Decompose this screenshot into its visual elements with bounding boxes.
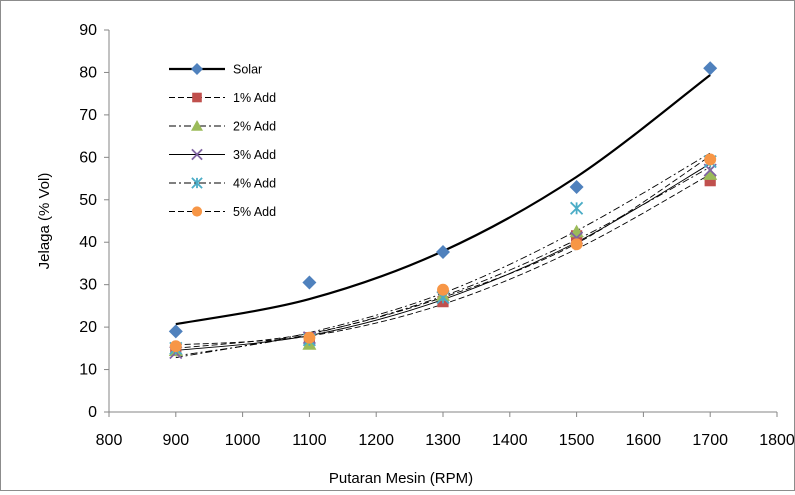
y-tick-label: 30 (79, 277, 97, 294)
data-point-0 (569, 180, 584, 195)
x-tick-label: 1800 (759, 432, 794, 449)
data-points (168, 61, 718, 360)
data-point-5 (704, 153, 717, 166)
x-tick-label: 1400 (492, 432, 528, 449)
x-tick-label: 1300 (425, 432, 461, 449)
x-tick-label: 800 (96, 432, 123, 449)
x-tick-label: 1200 (358, 432, 394, 449)
y-tick-label: 90 (79, 22, 97, 39)
data-point-1 (704, 175, 716, 187)
x-tick-label: 900 (162, 432, 189, 449)
data-point-4 (570, 201, 584, 215)
legend-marker (191, 177, 203, 189)
legend-marker (191, 148, 203, 161)
x-tick-label: 1000 (225, 432, 261, 449)
data-point-0 (703, 61, 718, 76)
trend-line-1 (175, 173, 711, 346)
data-point-5 (303, 331, 316, 344)
legend-label: 3% Add (233, 148, 276, 162)
legend: Solar 1% Add 2% Add 3% Add 4% Add 5% Add (169, 63, 276, 219)
y-tick-label: 0 (88, 404, 97, 421)
data-point-0 (168, 324, 183, 339)
data-point-5 (437, 283, 449, 296)
legend-label: 2% Add (233, 120, 276, 134)
trend-line-2 (175, 166, 711, 357)
axes: 0 10 20 30 40 50 60 70 80 90 800 900 1000 1100 1200 130… (79, 22, 795, 449)
legend-label: 4% Add (233, 177, 276, 191)
y-tick-label: 40 (79, 234, 97, 251)
data-point-0 (436, 244, 450, 259)
x-tick-label: 1100 (292, 432, 327, 449)
legend-label: 1% Add (233, 91, 276, 105)
legend-label: 5% Add (233, 205, 276, 219)
legend-label: Solar (233, 63, 262, 77)
legend-marker (192, 92, 202, 103)
data-point-0 (302, 275, 317, 290)
y-axis-title: Jelaga (% Vol) (36, 173, 53, 270)
y-tick-label: 80 (79, 64, 97, 81)
data-point-5 (169, 340, 182, 353)
x-tick-label: 1700 (692, 432, 728, 449)
data-point-5 (570, 238, 583, 251)
y-tick-label: 70 (79, 107, 97, 124)
y-tick-label: 10 (79, 362, 97, 379)
x-axis-title: Putaran Mesin (RPM) (329, 470, 473, 487)
y-tick-label: 20 (79, 319, 97, 336)
y-tick-label: 60 (79, 149, 97, 166)
legend-marker (191, 63, 203, 75)
legend-marker (191, 206, 203, 217)
y-tick-label: 50 (79, 192, 97, 209)
legend-marker (191, 120, 203, 131)
data-point-2 (703, 167, 718, 180)
x-tick-label: 1600 (626, 432, 662, 449)
x-tick-label: 1500 (559, 432, 595, 449)
